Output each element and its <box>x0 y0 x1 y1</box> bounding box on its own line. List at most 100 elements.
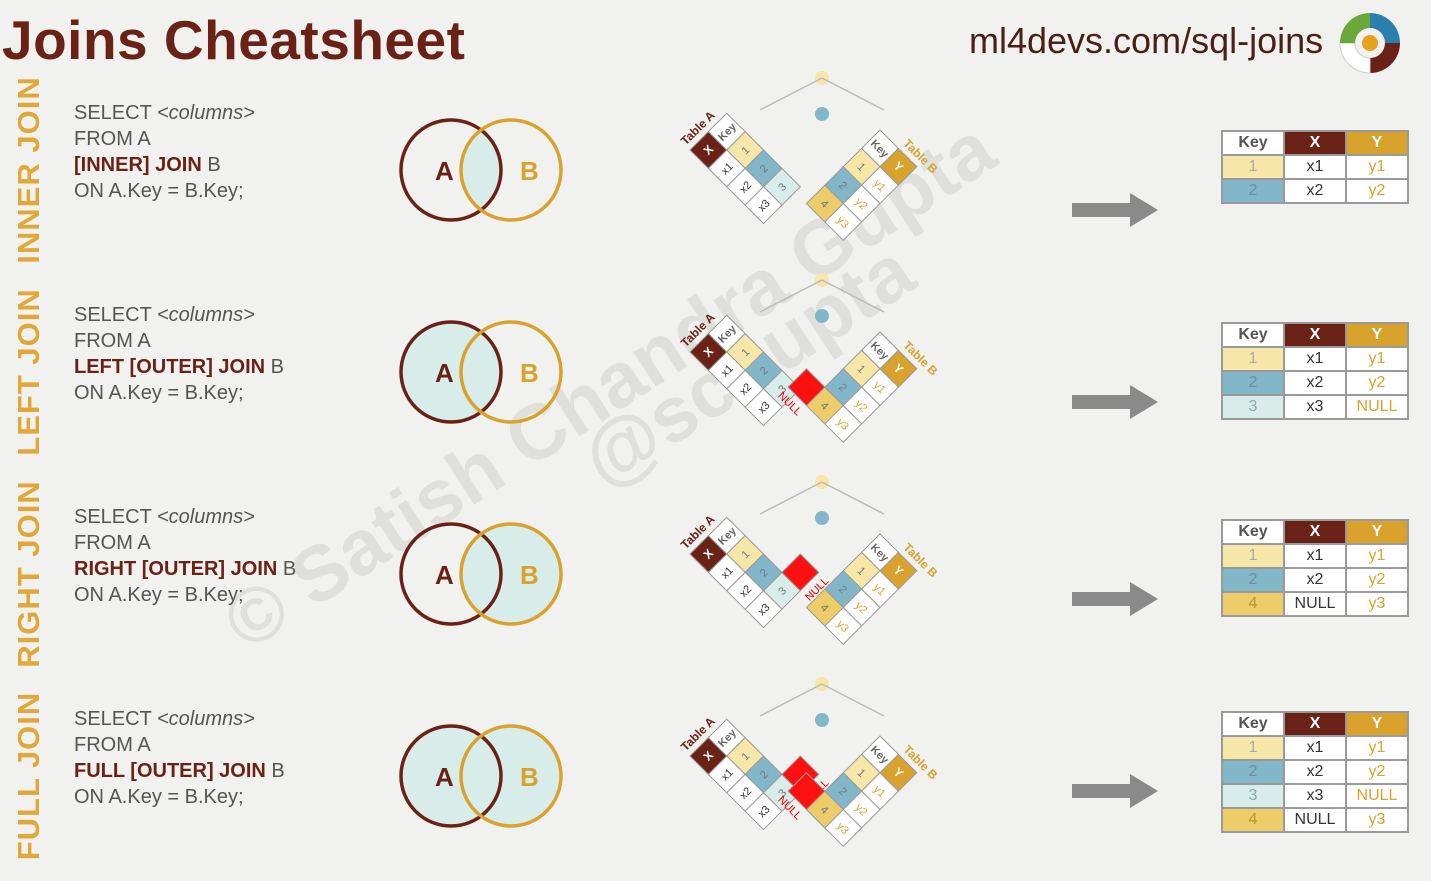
match-dot-2 <box>815 309 829 323</box>
result-header-cell: Y <box>1345 322 1409 348</box>
result-row: 4 NULL y3 <box>1221 807 1409 833</box>
result-row: 2 x2 y2 <box>1221 178 1409 204</box>
join-row: INNER JOIN SELECT <columns> FROM A [INNER] … <box>0 70 1431 275</box>
venn-label-a: A <box>435 560 454 590</box>
venn-circle-b <box>459 724 563 828</box>
venn-label-a: A <box>435 358 454 388</box>
result-header-cell: Y <box>1345 711 1409 737</box>
result-x-cell: x2 <box>1283 567 1347 593</box>
result-table: Key X Y 1 x1 y1 2 x2 y2 3 x3 NULL <box>1221 322 1409 420</box>
sql-select-keyword: SELECT <box>74 708 157 730</box>
sql-code: SELECT <columns> FROM A RIGHT [OUTER] JOIN… <box>74 504 296 608</box>
venn-circle-a <box>399 320 503 424</box>
venn-label-b: B <box>520 762 539 792</box>
result-key-cell: 2 <box>1221 759 1285 785</box>
sql-line-on: ON A.Key = B.Key; <box>74 584 244 606</box>
result-key-cell: 3 <box>1221 783 1285 809</box>
result-header-cell: X <box>1283 519 1347 545</box>
venn-label-a: A <box>435 762 454 792</box>
sql-line-on: ON A.Key = B.Key; <box>74 382 244 404</box>
result-y-cell: y2 <box>1345 567 1409 593</box>
value-cell <box>744 186 783 225</box>
sql-code: SELECT <columns> FROM A FULL [OUTER] JOIN … <box>74 706 285 810</box>
result-row: 1 x1 y1 <box>1221 154 1409 180</box>
null-cell <box>787 368 826 407</box>
sql-line-on: ON A.Key = B.Key; <box>74 786 244 808</box>
sql-line-from: FROM A <box>74 734 151 756</box>
join-row: RIGHT JOIN SELECT <columns> FROM A RIGHT [O… <box>0 474 1431 679</box>
result-table: Key X Y 1 x1 y1 2 x2 y2 <box>1221 130 1409 204</box>
venn-circle-b <box>459 118 563 222</box>
match-dot-2 <box>815 713 829 727</box>
result-key-cell: 2 <box>1221 567 1285 593</box>
sql-line-join: [INNER] JOIN B <box>74 152 255 178</box>
result-header-cell: Y <box>1345 130 1409 156</box>
sql-code: SELECT <columns> FROM A [INNER] JOIN B ON A… <box>74 100 255 204</box>
connector-line <box>821 77 885 111</box>
result-header-row: Key X Y <box>1221 322 1409 348</box>
ml4devs-logo-icon <box>1339 13 1400 74</box>
arrow-right-icon <box>1072 582 1158 616</box>
venn-intersection <box>461 120 501 220</box>
venn-label-b: B <box>520 156 539 186</box>
sql-columns: <columns> <box>157 102 255 124</box>
connector-line <box>759 77 823 111</box>
sql-join-table: B <box>201 154 221 176</box>
value-cell <box>744 792 783 831</box>
arrow-right-icon <box>1072 193 1158 227</box>
join-row: FULL JOIN SELECT <columns> FROM A FULL [OUT… <box>0 676 1431 881</box>
sql-join-table: B <box>265 356 285 378</box>
result-row: 1 x1 y1 <box>1221 346 1409 372</box>
sql-join-keyword: FULL [OUTER] JOIN <box>74 760 266 782</box>
venn-circle-b <box>459 522 563 626</box>
result-header-cell: X <box>1283 322 1347 348</box>
sql-line-select: SELECT <columns> <box>74 504 296 530</box>
sql-line-join: RIGHT [OUTER] JOIN B <box>74 556 296 582</box>
result-row: 4 NULL y3 <box>1221 591 1409 617</box>
sql-code: SELECT <columns> FROM A LEFT [OUTER] JOIN … <box>74 302 284 406</box>
match-dot-2 <box>815 107 829 121</box>
null-cell <box>787 772 826 811</box>
venn-label-a: A <box>435 156 454 186</box>
venn-circle-a <box>399 118 503 222</box>
sql-line-from: FROM A <box>74 128 151 150</box>
result-y-cell: y3 <box>1345 591 1409 617</box>
result-key-cell: 2 <box>1221 178 1285 204</box>
result-key-cell: 1 <box>1221 543 1285 569</box>
value-cell <box>824 202 863 242</box>
arrow-right-icon <box>1072 385 1158 419</box>
arrow-right-icon <box>1072 774 1158 808</box>
result-y-cell: NULL <box>1345 783 1409 809</box>
sql-columns: <columns> <box>157 304 255 326</box>
result-key-cell: 1 <box>1221 346 1285 372</box>
venn-label-b: B <box>520 560 539 590</box>
sql-line-select: SELECT <columns> <box>74 100 255 126</box>
result-row: 2 x2 y2 <box>1221 759 1409 785</box>
result-row: 1 x1 y1 <box>1221 543 1409 569</box>
result-x-cell: x3 <box>1283 394 1347 420</box>
venn-intersection <box>461 322 501 422</box>
result-key-cell: 1 <box>1221 735 1285 761</box>
result-key-cell: 2 <box>1221 370 1285 396</box>
sql-line-join: FULL [OUTER] JOIN B <box>74 758 285 784</box>
sql-line-from: FROM A <box>74 532 151 554</box>
venn-label-b: B <box>520 358 539 388</box>
value-cell <box>824 606 863 646</box>
source-url[interactable]: ml4devs.com/sql-joins <box>969 20 1324 61</box>
result-x-cell: x3 <box>1283 783 1347 809</box>
result-table: Key X Y 1 x1 y1 2 x2 y2 3 x3 NULL 4 NULL y3 <box>1221 711 1409 833</box>
result-row: 3 x3 NULL <box>1221 394 1409 420</box>
result-x-cell: NULL <box>1283 807 1347 833</box>
result-y-cell: y1 <box>1345 154 1409 180</box>
